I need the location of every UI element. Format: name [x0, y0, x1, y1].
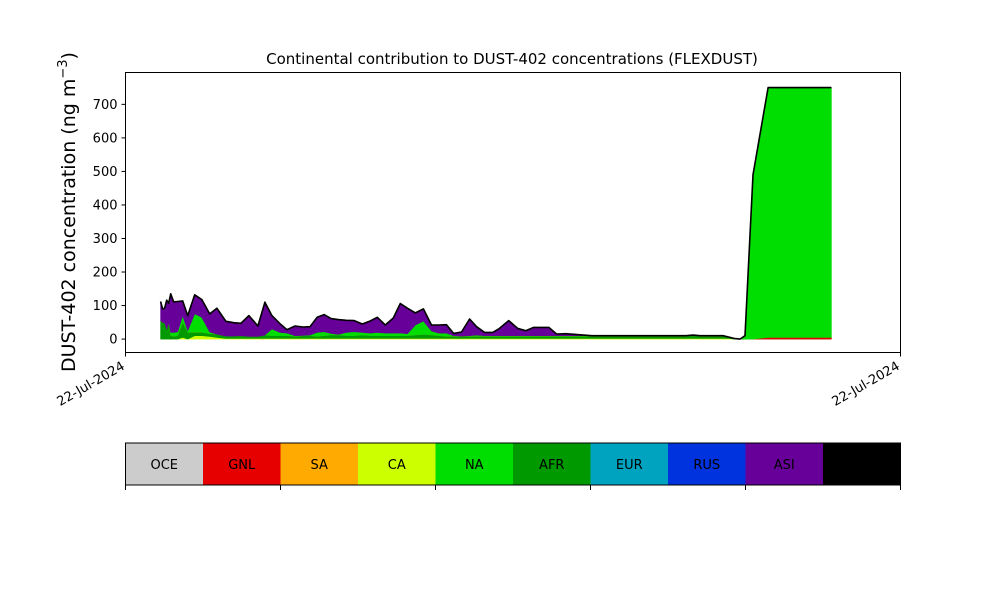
- legend-swatch-eur: [590, 443, 669, 485]
- chart-title: Continental contribution to DUST-402 con…: [266, 50, 758, 68]
- legend-label-sa: SA: [311, 458, 328, 473]
- x-tick-label: 22-Jul-2024: [830, 359, 903, 410]
- total-concentration-line: [159, 86, 832, 340]
- legend-swatch-ca: [358, 443, 436, 485]
- y-tick-label: 0: [109, 333, 117, 348]
- legend-label-eur: EUR: [616, 458, 643, 473]
- y-tick-label: 600: [93, 131, 118, 146]
- legend-swatch-oce: [125, 443, 204, 485]
- area-na: [160, 87, 832, 340]
- y-tick-label: 100: [93, 299, 118, 314]
- region-legend: OCE GNL SA CA NA AFR EUR RUS ASI AUS: [125, 442, 901, 490]
- plot-frame: [125, 72, 901, 353]
- legend-swatch-afr: [513, 443, 591, 485]
- y-tick-label: 300: [93, 232, 118, 247]
- legend-swatch-gnl: [203, 443, 281, 485]
- legend-label-asi: ASI: [774, 458, 795, 473]
- y-tick-label: 400: [93, 198, 118, 213]
- legend-label-oce: OCE: [150, 458, 178, 473]
- legend-label-ca: CA: [388, 458, 406, 473]
- legend-frame: [125, 442, 901, 486]
- legend-label-rus: RUS: [693, 458, 720, 473]
- y-axis: 0 100 200 300 400 500 600 700: [93, 98, 126, 348]
- legend-swatch-sa: [280, 443, 359, 485]
- legend-label-aus: AUS: [848, 458, 875, 473]
- legend-label-gnl: GNL: [228, 458, 256, 473]
- area-layer: [160, 87, 832, 340]
- legend-label-na: NA: [465, 458, 484, 473]
- legend-label-afr: AFR: [539, 458, 564, 473]
- x-axis: 22-Jul-2024 22-Jul-2024: [55, 352, 903, 410]
- y-tick-label: 200: [93, 266, 118, 281]
- y-tick-label: 500: [93, 165, 118, 180]
- legend-swatch-rus: [668, 443, 746, 485]
- legend-swatch-aus: [823, 443, 901, 485]
- legend-swatch-asi: [745, 443, 824, 485]
- area-asi: [160, 87, 832, 340]
- y-axis-label: DUST-402 concentration (ng m−3): [56, 52, 80, 372]
- legend-swatch-na: [435, 443, 514, 485]
- y-tick-label: 700: [93, 98, 118, 113]
